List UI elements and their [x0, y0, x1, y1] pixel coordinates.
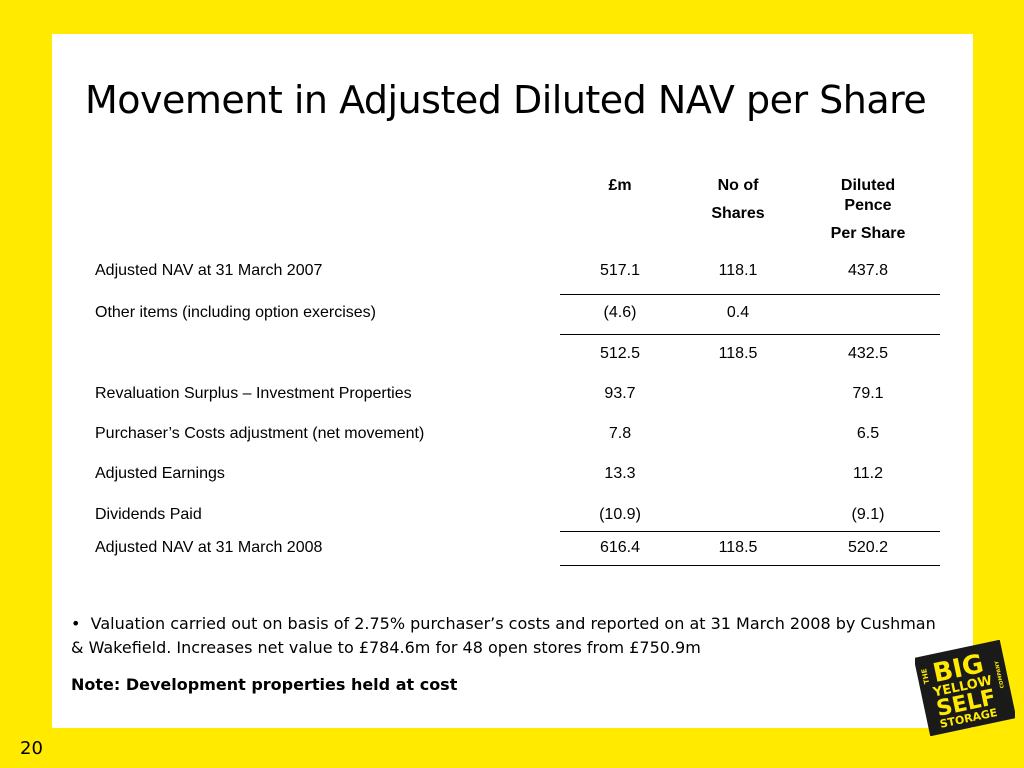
header-gbp-m: £m [570, 174, 670, 198]
slide-title: Movement in Adjusted Diluted NAV per Sha… [85, 78, 927, 122]
header-pence-line2: Pence [844, 197, 892, 214]
row-label: Adjusted NAV at 31 March 2008 [95, 539, 323, 556]
cell-shares: 118.1 [718, 262, 758, 279]
row-label: Adjusted NAV at 31 March 2007 [95, 262, 323, 279]
cell-gbp-m: 517.1 [599, 262, 641, 279]
cell-gbp-m: (4.6) [603, 304, 637, 321]
cell-shares: 118.5 [718, 345, 758, 362]
cell-shares: 0.4 [726, 304, 750, 321]
cell-pence: 432.5 [847, 345, 889, 362]
cell-gbp-m: 13.3 [604, 465, 636, 482]
bullet-note: • Valuation carried out on basis of 2.75… [71, 612, 951, 660]
header-no-of-shares: No of Shares [688, 174, 788, 226]
page-number: 20 [20, 738, 43, 759]
row-label: Adjusted Earnings [95, 465, 225, 482]
header-shares-line2: Shares [711, 205, 765, 222]
cell-gbp-m: 7.8 [608, 425, 632, 442]
logo-company: COMPANY [994, 660, 1006, 689]
table-divider [560, 531, 940, 532]
cell-pence: 79.1 [852, 385, 884, 402]
cell-gbp-m: (10.9) [599, 506, 641, 523]
cell-gbp-m: 512.5 [599, 345, 641, 362]
cell-pence: 520.2 [847, 539, 889, 556]
header-diluted-pence: Diluted Pence Per Share [808, 174, 928, 246]
cell-pence: 437.8 [847, 262, 889, 279]
cell-pence: 6.5 [856, 425, 880, 442]
cell-gbp-m: 93.7 [604, 385, 636, 402]
cell-shares: 118.5 [718, 539, 758, 556]
cell-pence: 11.2 [853, 465, 883, 482]
header-shares-line1: No of [717, 177, 759, 194]
row-label: Purchaser’s Costs adjustment (net moveme… [95, 425, 425, 442]
header-pence-line3: Per Share [830, 225, 906, 242]
row-label: Revaluation Surplus – Investment Propert… [95, 385, 412, 402]
bullet-icon: • [71, 614, 91, 633]
slide-panel [52, 34, 973, 728]
logo-the: THE [920, 668, 931, 685]
row-label: Other items (including option exercises) [95, 304, 377, 321]
cell-gbp-m: 616.4 [599, 539, 641, 556]
row-label: Dividends Paid [95, 506, 202, 523]
development-note: Note: Development properties held at cos… [71, 675, 458, 694]
table-divider [560, 294, 940, 295]
header-gbp-m-text: £m [608, 177, 632, 194]
big-yellow-logo: THE BIG YELLOW SELF STORAGE COMPANY [915, 640, 1015, 736]
logo-background [915, 640, 1015, 736]
header-pence-line1: Diluted [840, 177, 896, 194]
bullet-note-text: Valuation carried out on basis of 2.75% … [71, 614, 936, 657]
table-divider [560, 334, 940, 335]
table-divider [560, 565, 940, 566]
cell-pence: (9.1) [851, 506, 885, 523]
